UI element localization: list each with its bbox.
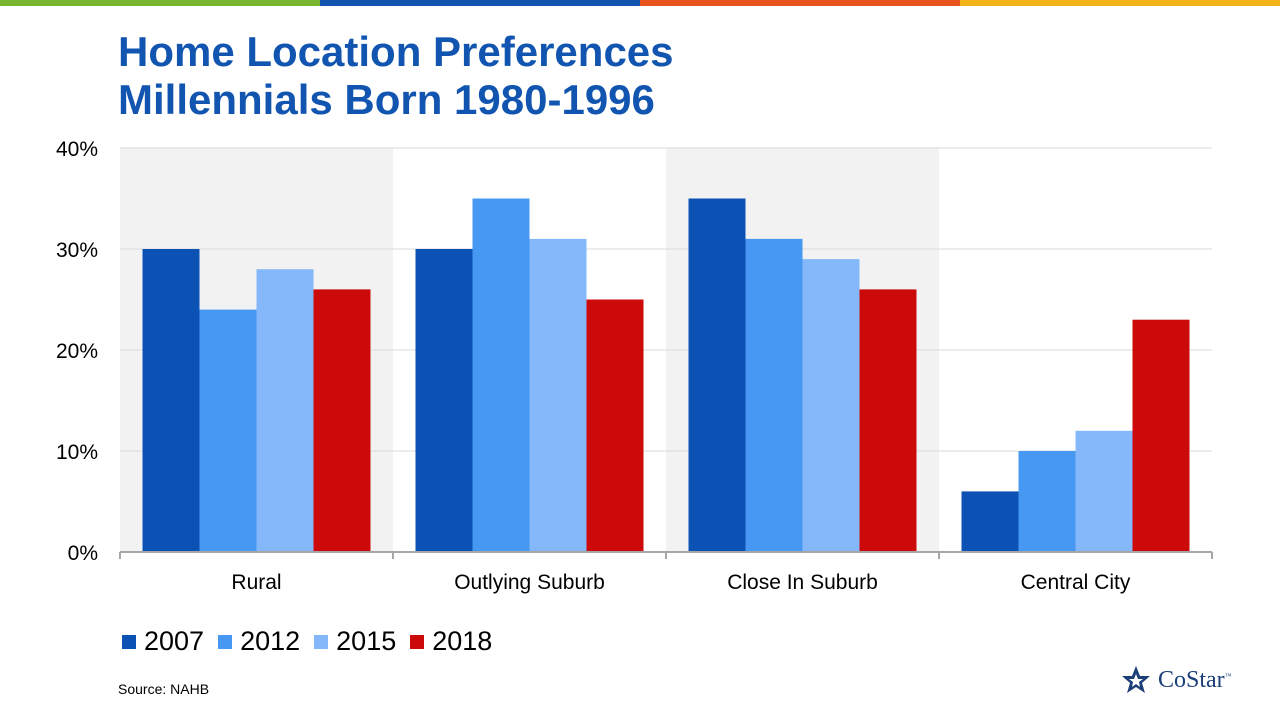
legend-swatch <box>410 634 425 649</box>
bar-2012 <box>199 309 257 552</box>
legend-label: 2018 <box>432 626 493 656</box>
bar-2015 <box>529 238 587 552</box>
bar-2015 <box>256 269 314 552</box>
bar-2007 <box>961 491 1019 552</box>
logo-text: CoStar™ <box>1158 666 1232 693</box>
bar-2007 <box>415 249 473 552</box>
bar-2015 <box>802 259 860 552</box>
legend-item: 2012 <box>218 626 300 657</box>
bar-2015 <box>1075 430 1133 552</box>
legend-swatch <box>314 634 329 649</box>
page-title: Home Location Preferences Millennials Bo… <box>118 28 674 124</box>
bar-2007 <box>688 198 746 552</box>
source-note: Source: NAHB <box>118 681 210 697</box>
legend-label: 2015 <box>336 626 397 656</box>
title-line-1: Home Location Preferences <box>118 28 674 75</box>
y-tick-label: 10% <box>56 441 98 464</box>
y-tick-label: 30% <box>56 239 98 262</box>
x-tick-label: Central City <box>1021 571 1131 594</box>
costar-logo: CoStar™ <box>1120 664 1232 696</box>
brand-bar-segment-4 <box>960 0 1280 6</box>
brand-bar-segment-3 <box>640 0 960 6</box>
bar-2007 <box>142 249 200 552</box>
y-tick-label: 20% <box>56 340 98 363</box>
x-tick-label: Rural <box>231 571 281 594</box>
bar-2018 <box>313 289 371 552</box>
brand-color-bar <box>0 0 1280 6</box>
title-line-2: Millennials Born 1980-1996 <box>118 76 655 123</box>
brand-bar-segment-2 <box>320 0 640 6</box>
legend-swatch <box>218 634 233 649</box>
y-tick-label: 40% <box>56 138 98 161</box>
bar-2018 <box>859 289 917 552</box>
bar-chart: 0% 10% 20% 30% 40% Rural Outlying Suburb Close … <box>56 138 1213 594</box>
bar-2012 <box>472 198 530 552</box>
x-tick-label: Outlying Suburb <box>454 571 605 594</box>
legend-item: 2018 <box>410 626 492 657</box>
bar-2018 <box>1132 319 1190 552</box>
x-tick-label: Close In Suburb <box>727 571 878 594</box>
legend-label: 2007 <box>144 626 205 656</box>
brand-bar-segment-1 <box>0 0 320 6</box>
legend-item: 2007 <box>122 626 204 657</box>
legend-label: 2012 <box>240 626 301 656</box>
bar-2012 <box>1018 451 1076 552</box>
legend-swatch <box>122 634 136 649</box>
y-tick-label: 0% <box>68 542 98 565</box>
bar-2012 <box>745 238 803 552</box>
bar-2018 <box>586 299 644 552</box>
costar-star-icon <box>1122 666 1150 693</box>
legend-item: 2015 <box>314 626 396 657</box>
chart-legend: 2007 2012 2015 2018 <box>122 626 506 657</box>
